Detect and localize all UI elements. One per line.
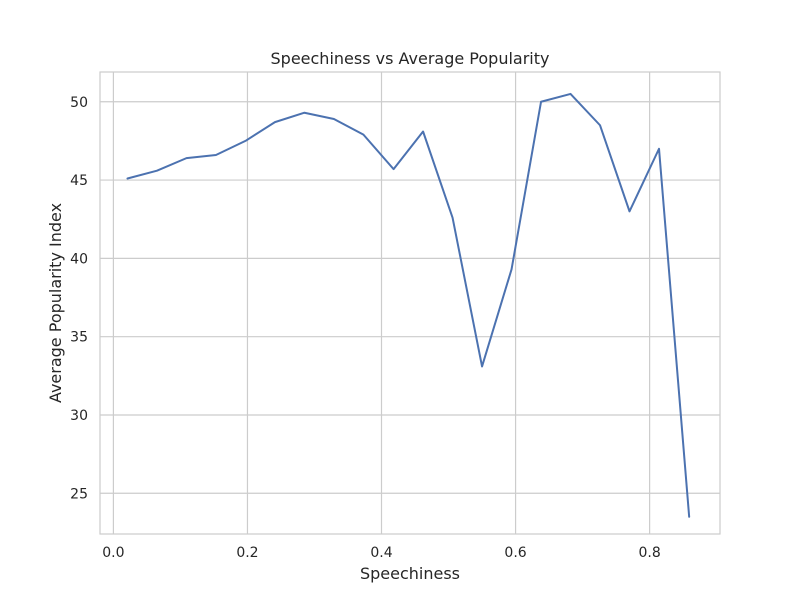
- y-axis-ticks: 25 30 35 40 45 50: [70, 95, 88, 503]
- y-tick-label: 30: [70, 408, 88, 424]
- y-tick-label: 40: [70, 251, 88, 267]
- x-axis-ticks: 0.0 0.2 0.4 0.6 0.8: [102, 545, 660, 561]
- plot-frame: [99, 71, 721, 535]
- x-tick-label: 0.6: [504, 545, 526, 561]
- y-axis-label: Average Popularity Index: [46, 203, 65, 403]
- y-tick-label: 35: [70, 330, 88, 346]
- series-layer: [126, 92, 691, 518]
- y-tick-label: 50: [70, 95, 88, 111]
- y-tick-label: 45: [70, 173, 88, 189]
- x-tick-label: 0.8: [638, 545, 660, 561]
- series-line: [126, 92, 691, 518]
- chart-title: Speechiness vs Average Popularity: [271, 49, 550, 68]
- x-tick-label: 0.0: [102, 545, 124, 561]
- x-tick-label: 0.2: [236, 545, 258, 561]
- grid: [100, 72, 720, 534]
- x-tick-label: 0.4: [370, 545, 392, 561]
- x-axis-label: Speechiness: [360, 564, 460, 583]
- y-tick-label: 25: [70, 486, 88, 502]
